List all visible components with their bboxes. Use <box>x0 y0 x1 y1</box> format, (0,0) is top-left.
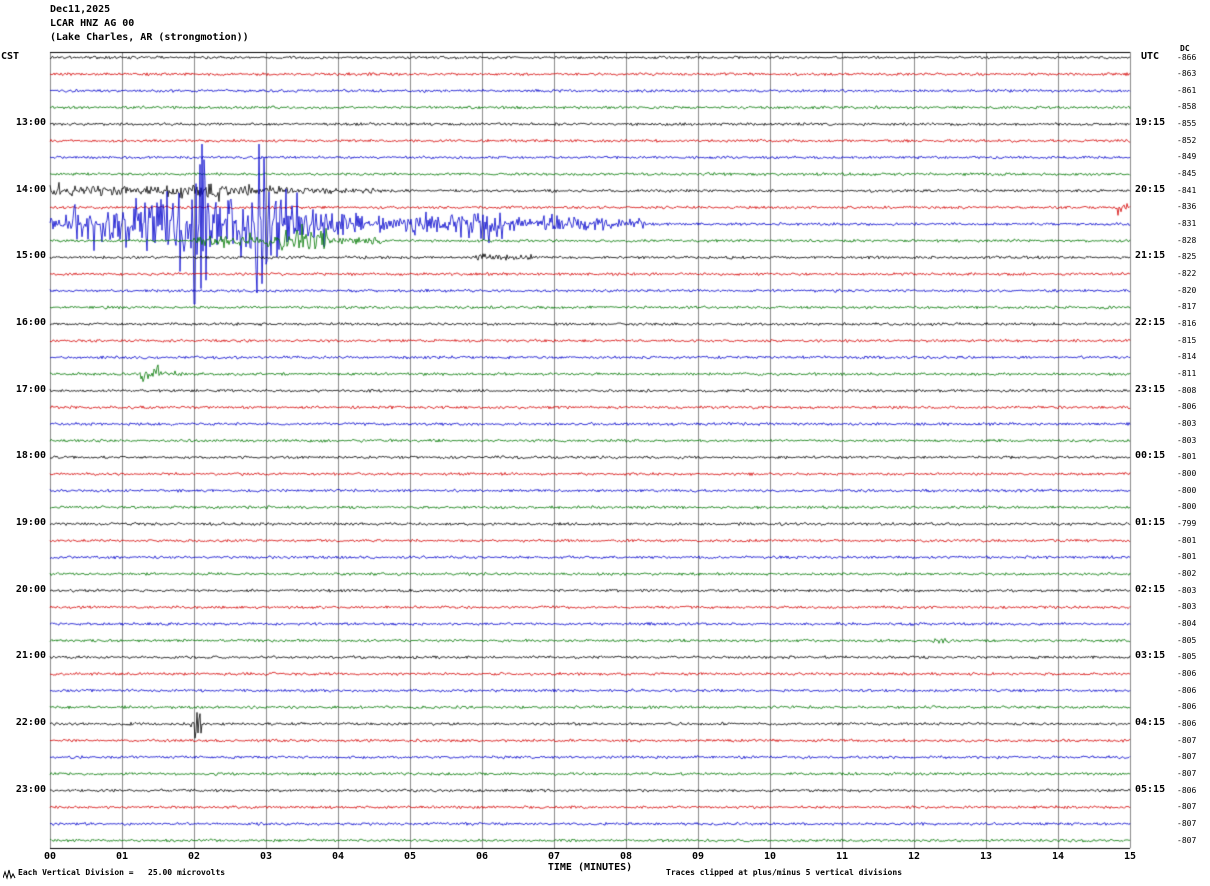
x-tick-label: 01 <box>115 851 129 862</box>
dc-value: -804 <box>1177 618 1197 628</box>
dc-value: -806 <box>1177 668 1197 678</box>
dc-value: -815 <box>1177 335 1197 345</box>
x-tick-label: 06 <box>475 851 489 862</box>
title-station: LCAR HNZ AG 00 <box>50 18 135 29</box>
dc-value: -825 <box>1177 252 1197 262</box>
dc-value: -806 <box>1177 685 1197 695</box>
dc-value: -807 <box>1177 802 1197 812</box>
x-tick-label: 07 <box>547 851 561 862</box>
dc-value: -805 <box>1177 652 1197 662</box>
dc-value: -816 <box>1177 319 1197 329</box>
x-tick-label: 05 <box>403 851 417 862</box>
cst-hour-label: 20:00 <box>15 583 46 595</box>
dc-value: -806 <box>1177 785 1197 795</box>
dc-value: -800 <box>1177 485 1197 495</box>
title-date: Dec11,2025 <box>50 4 111 15</box>
utc-hour-label: 19:15 <box>1135 117 1166 129</box>
utc-hour-label: 21:15 <box>1135 250 1166 262</box>
x-tick-label: 03 <box>259 851 273 862</box>
dc-value: -817 <box>1177 302 1197 312</box>
x-tick-label: 04 <box>331 851 345 862</box>
x-tick-label: 00 <box>43 851 57 862</box>
x-tick-label: 13 <box>979 851 993 862</box>
dc-value: -807 <box>1177 768 1197 778</box>
left-axis-title: CST <box>1 51 20 62</box>
cst-hour-label: 22:00 <box>15 716 46 728</box>
utc-hour-label: 03:15 <box>1135 650 1166 662</box>
dc-value: -811 <box>1177 369 1197 379</box>
dc-value: -806 <box>1177 702 1197 712</box>
dc-axis-title: DC <box>1180 44 1190 53</box>
x-axis-title: TIME (MINUTES) <box>547 862 633 873</box>
dc-value: -855 <box>1177 119 1197 129</box>
x-tick-label: 11 <box>835 851 849 862</box>
dc-value: -849 <box>1177 152 1197 162</box>
dc-value: -807 <box>1177 835 1197 845</box>
dc-value: -806 <box>1177 402 1197 412</box>
dc-value: -814 <box>1177 352 1197 362</box>
x-tick-label: 10 <box>763 851 777 862</box>
dc-value: -841 <box>1177 185 1197 195</box>
utc-hour-label: 20:15 <box>1135 183 1166 195</box>
dc-value: -801 <box>1177 452 1197 462</box>
dc-value: -799 <box>1177 518 1197 528</box>
dc-value: -852 <box>1177 135 1197 145</box>
dc-value: -805 <box>1177 635 1197 645</box>
dc-value: -803 <box>1177 602 1197 612</box>
right-axis-title: UTC <box>1141 51 1160 62</box>
dc-value: -845 <box>1177 169 1197 179</box>
dc-value: -861 <box>1177 85 1197 95</box>
dc-value: -807 <box>1177 752 1197 762</box>
dc-value: -836 <box>1177 202 1197 212</box>
utc-hour-label: 04:15 <box>1135 716 1166 728</box>
x-tick-label: 12 <box>907 851 921 862</box>
x-tick-label: 14 <box>1051 851 1065 862</box>
x-tick-label: 08 <box>619 851 633 862</box>
utc-hour-label: 23:15 <box>1135 383 1166 395</box>
dc-value: -806 <box>1177 718 1197 728</box>
dc-value: -803 <box>1177 435 1197 445</box>
utc-hour-label: 02:15 <box>1135 583 1166 595</box>
dc-value: -800 <box>1177 468 1197 478</box>
utc-hour-label: 05:15 <box>1135 783 1166 795</box>
dc-value: -822 <box>1177 269 1197 279</box>
cst-hour-label: 16:00 <box>15 317 46 329</box>
dc-value: -802 <box>1177 568 1197 578</box>
dc-value: -808 <box>1177 385 1197 395</box>
cst-hour-label: 18:00 <box>15 450 46 462</box>
utc-hour-label: 22:15 <box>1135 317 1166 329</box>
dc-value: -807 <box>1177 735 1197 745</box>
dc-value: -800 <box>1177 502 1197 512</box>
cst-hour-label: 13:00 <box>15 117 46 129</box>
x-tick-label: 02 <box>187 851 201 862</box>
cst-hour-label: 23:00 <box>15 783 46 795</box>
dc-value: -831 <box>1177 219 1197 229</box>
cst-hour-label: 14:00 <box>15 183 46 195</box>
waveform-icon <box>3 869 16 880</box>
utc-hour-label: 00:15 <box>1135 450 1166 462</box>
cst-hour-label: 21:00 <box>15 650 46 662</box>
title-location: (Lake Charles, AR (strongmotion)) <box>50 32 249 43</box>
x-tick-label: 15 <box>1123 851 1137 862</box>
dc-value: -801 <box>1177 552 1197 562</box>
dc-value: -820 <box>1177 285 1197 295</box>
dc-value: -807 <box>1177 818 1197 828</box>
dc-value: -866 <box>1177 52 1197 62</box>
dc-value: -803 <box>1177 585 1197 595</box>
dc-value: -803 <box>1177 419 1197 428</box>
utc-hour-label: 01:15 <box>1135 516 1166 528</box>
clip-note: Traces clipped at plus/minus 5 vertical … <box>666 868 903 877</box>
cst-hour-label: 15:00 <box>15 250 46 262</box>
cst-hour-label: 17:00 <box>15 383 46 395</box>
dc-value: -863 <box>1177 69 1197 79</box>
dc-value: -828 <box>1177 235 1197 245</box>
dc-value: -858 <box>1177 102 1197 112</box>
x-tick-label: 09 <box>691 851 705 862</box>
dc-value: -801 <box>1177 535 1197 545</box>
division-note: Each Vertical Division = 25.00 microvolt… <box>18 868 226 877</box>
cst-hour-label: 19:00 <box>15 516 46 528</box>
